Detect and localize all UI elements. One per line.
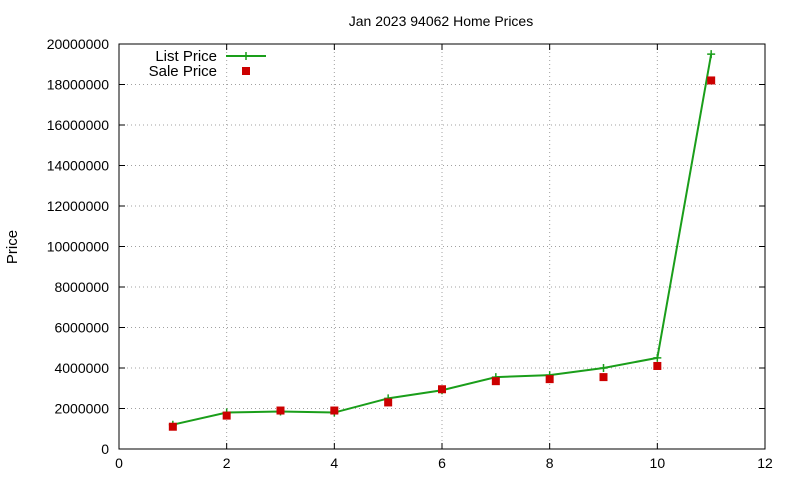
x-tick-label: 6 (438, 455, 446, 471)
sale-price-point (545, 375, 554, 384)
legend-label-list-price: List Price (155, 48, 217, 65)
y-tick-label: 12000000 (47, 198, 110, 214)
y-tick-label: 0 (101, 441, 109, 457)
series-layer (168, 50, 716, 431)
x-tick-label: 0 (115, 455, 123, 471)
sale-price-point (653, 361, 662, 370)
legend-entry-list-price: List Price (155, 48, 266, 65)
sale-price-point (384, 398, 393, 407)
legend-label-sale-price: Sale Price (149, 63, 217, 80)
y-tick-label: 16000000 (47, 117, 110, 133)
sale-price-point (438, 385, 446, 394)
legend-marker-list-price (242, 52, 250, 60)
sale-price-point (330, 406, 339, 415)
x-tick-label: 8 (546, 455, 554, 471)
series-sale-price (168, 76, 716, 431)
sale-price-point (491, 377, 500, 386)
list-price-line (172, 53, 713, 426)
list-price-point (653, 353, 662, 362)
legend-marker-sale-price (242, 67, 250, 75)
chart-title: Jan 2023 94062 Home Prices (349, 13, 533, 29)
x-tick-label: 10 (650, 455, 666, 471)
sale-price-point (222, 411, 231, 420)
y-tick-label: 6000000 (54, 320, 109, 336)
y-tick-label: 2000000 (54, 401, 109, 417)
list-price-point (707, 50, 716, 59)
sale-price-point (707, 76, 716, 85)
y-tick-label: 8000000 (54, 279, 109, 295)
y-tick-label: 14000000 (47, 158, 110, 174)
x-tick-label: 4 (330, 455, 338, 471)
y-tick-label: 20000000 (47, 36, 110, 52)
sale-price-point (276, 406, 285, 415)
y-tick-label: 18000000 (47, 77, 110, 93)
y-tick-label: 4000000 (54, 360, 109, 376)
y-tick-label: 10000000 (47, 239, 110, 255)
x-tick-label: 12 (757, 455, 773, 471)
x-tick-label: 2 (223, 455, 231, 471)
legend: List Price Sale Price (149, 48, 266, 80)
sale-price-point (599, 373, 608, 382)
legend-entry-sale-price: Sale Price (149, 63, 250, 80)
y-axis-label: Price (4, 230, 21, 264)
sale-price-point (168, 422, 177, 431)
series-list-price (168, 50, 716, 429)
x-axis: 0 2 4 6 8 10 12 (115, 44, 773, 471)
y-axis: 0 2000000 4000000 6000000 8000000 10000000 120… (47, 36, 765, 457)
list-price-point (599, 364, 608, 372)
